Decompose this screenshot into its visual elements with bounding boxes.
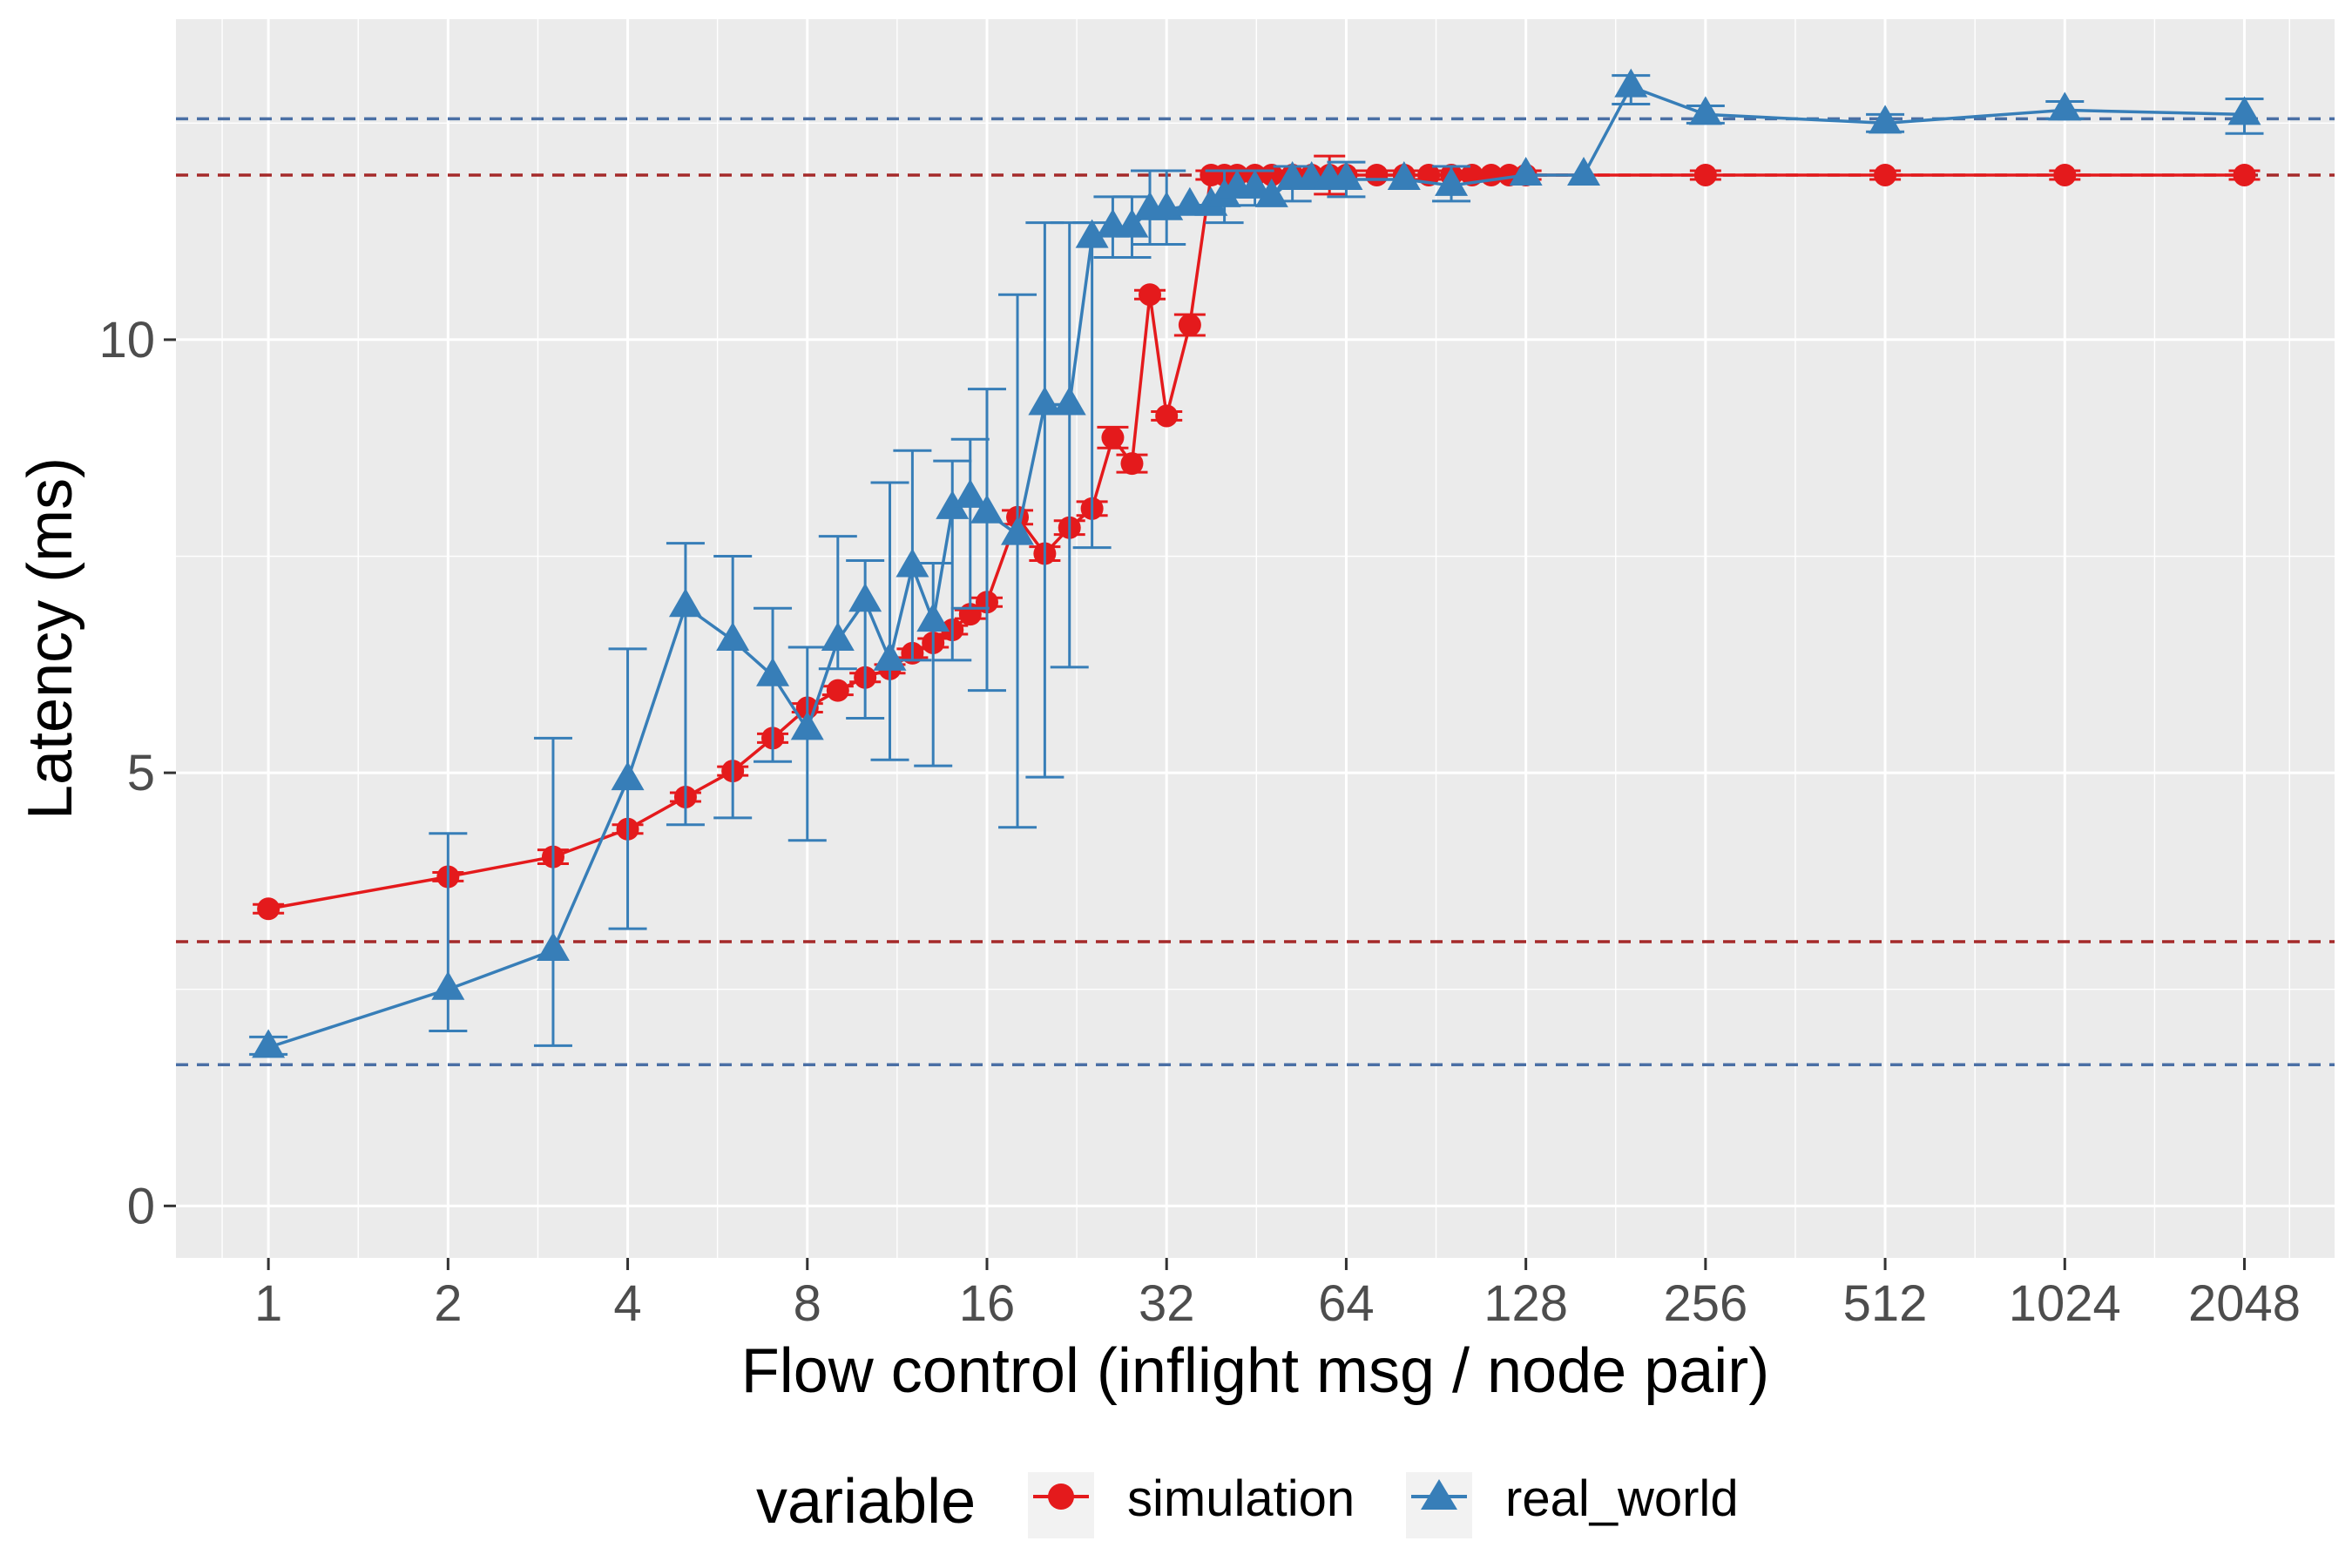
real-world-point [1150, 191, 1184, 220]
real-world-point [1435, 166, 1469, 196]
x-tick-label: 8 [794, 1275, 821, 1332]
y-tick-label: 10 [98, 312, 155, 368]
real-world-point [756, 657, 790, 686]
real-world-point [873, 641, 907, 671]
real-world-point [848, 583, 882, 612]
x-tick-label: 128 [1484, 1275, 1568, 1332]
simulation-point [1260, 163, 1283, 186]
simulation-point [826, 679, 849, 702]
y-axis-title: Latency (ms) [16, 457, 85, 820]
real-world-point [1387, 160, 1421, 190]
simulation-point [1139, 283, 1162, 307]
x-tick-label: 4 [613, 1275, 641, 1332]
real-world-point [896, 548, 929, 578]
simulation-point [1693, 163, 1717, 186]
simulation-point [1120, 452, 1144, 476]
real-world-series [249, 68, 2264, 1058]
real-world-point [821, 621, 855, 651]
real-world-point [2048, 91, 2082, 121]
real-world-point [1001, 516, 1035, 545]
x-tick-label: 1 [254, 1275, 282, 1332]
simulation-point [1155, 404, 1179, 428]
simulation-point [1178, 314, 1201, 337]
simulation-point [1365, 163, 1389, 186]
y-tick-label: 0 [127, 1178, 155, 1234]
real-world-point [1614, 68, 1648, 98]
real-world-point [953, 478, 987, 508]
real-world-point [1688, 96, 1722, 125]
real-world-point [936, 490, 970, 519]
axis-ticks: 0 5 10 1 2 4 8 16 32 64 128 256 512 1024 2048 [98, 312, 2301, 1332]
legend-marker-real-world [1421, 1479, 1457, 1510]
x-tick-label: 64 [1318, 1275, 1375, 1332]
real-world-point [1052, 386, 1086, 416]
x-tick-label: 16 [959, 1275, 1016, 1332]
real-world-point [611, 761, 645, 791]
legend-title: variable [756, 1467, 976, 1537]
x-tick-label: 256 [1663, 1275, 1747, 1332]
real-world-point [1329, 160, 1363, 190]
x-tick-label: 32 [1139, 1275, 1195, 1332]
real-world-point [1567, 156, 1601, 186]
real-world-point [1869, 105, 1903, 134]
x-tick-label: 2 [434, 1275, 462, 1332]
simulation-point [2053, 163, 2077, 186]
x-tick-label: 512 [1843, 1275, 1928, 1332]
real-world-point [716, 621, 750, 651]
real-world-point [1115, 208, 1149, 238]
real-world-point [252, 1029, 286, 1058]
real-world-point [536, 931, 570, 961]
real-world-point [916, 603, 950, 632]
real-world-point [790, 711, 824, 740]
real-world-point [970, 494, 1004, 524]
simulation-point [2233, 163, 2256, 186]
real-world-point [1075, 219, 1109, 248]
real-world-point [1028, 386, 1062, 416]
real-world-point [1509, 156, 1543, 186]
real-world-point [431, 970, 465, 1000]
real-world-point [668, 588, 702, 618]
real-world-point [1254, 178, 1288, 207]
legend-marker-simulation [1048, 1484, 1074, 1510]
real-world-point [2227, 96, 2261, 125]
real-world-point [1194, 186, 1228, 216]
real-world-point [1238, 169, 1272, 199]
x-axis-title: Flow control (inflight msg / node pair) [741, 1336, 1769, 1406]
simulation-point [257, 897, 280, 921]
y-tick-label: 5 [127, 745, 155, 801]
legend-label-real-world: real_world [1505, 1470, 1739, 1527]
simulation-point [1101, 426, 1125, 449]
legend: variable simulation real_world [756, 1467, 1739, 1538]
real-world-point [1173, 186, 1206, 216]
legend-label-simulation: simulation [1127, 1470, 1355, 1527]
simulation-point [1874, 163, 1897, 186]
x-tick-label: 1024 [2009, 1275, 2121, 1332]
x-tick-label: 2048 [2188, 1275, 2301, 1332]
